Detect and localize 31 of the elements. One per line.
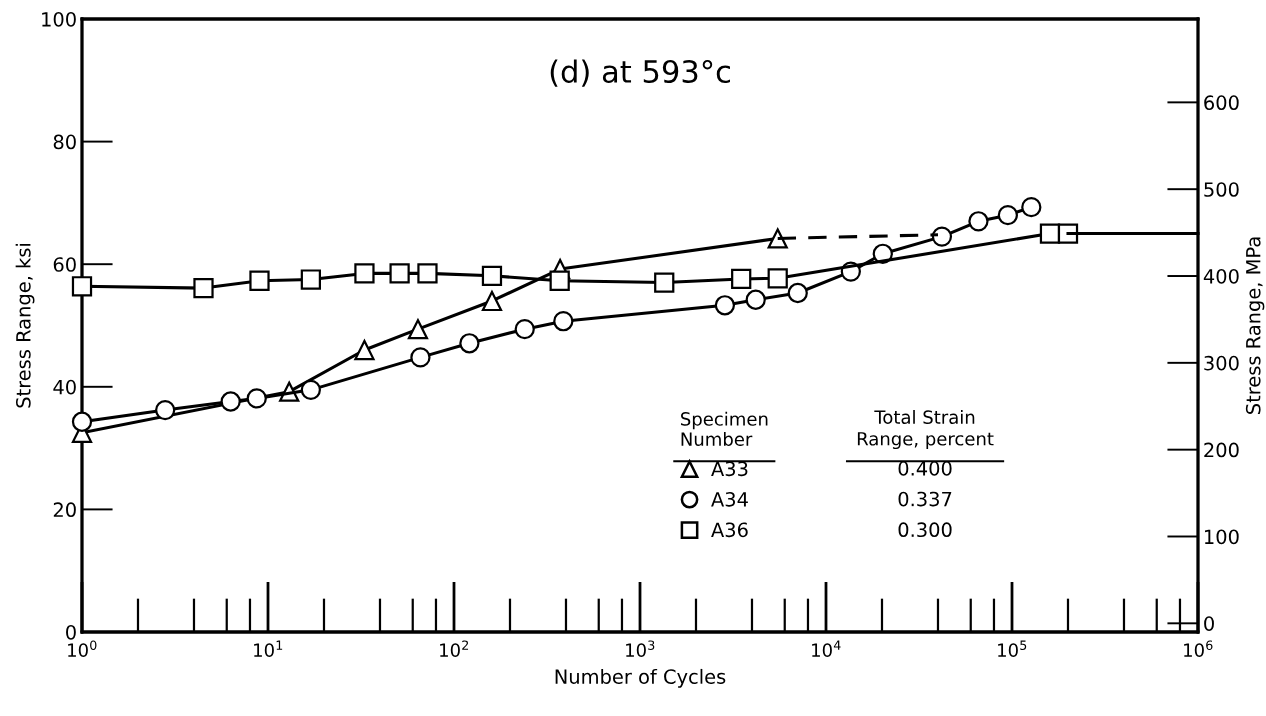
legend-title: Specimen Number — [681, 411, 768, 446]
y-tick-label: 60 — [53, 257, 76, 272]
y-tick-label: 20 — [53, 502, 76, 518]
y2-tick-label: 600 — [1204, 95, 1239, 111]
x-tick-label: 10$^{0}$ — [68, 640, 97, 657]
x-tick-label: 10$^{4}$ — [812, 640, 841, 657]
legend-label: A34 — [711, 491, 748, 507]
y-tick-label: 100 — [42, 11, 76, 27]
annotation: Total Strain Range, percent — [857, 410, 994, 450]
y2-tick-label: 200 — [1204, 442, 1239, 458]
y2-tick-label: 100 — [1205, 529, 1239, 545]
text: (d) at 593°c — [550, 59, 730, 87]
y2-tick-label: 0 — [1204, 616, 1214, 631]
y2-tick-label: 500 — [1204, 182, 1239, 197]
y-axis-title: Stress Range, ksi — [15, 243, 35, 408]
annotation: 0.300 — [898, 522, 952, 538]
x-tick-label: 10$^{2}$ — [440, 640, 469, 657]
y2-tick-label: 400 — [1203, 268, 1239, 284]
legend-label: A36 — [711, 522, 748, 538]
annotation: 0.337 — [898, 491, 952, 507]
x-axis-title: Number of Cycles — [555, 668, 726, 688]
x-tick-label: 10$^{5}$ — [998, 640, 1027, 657]
x-tick-label: 10$^{1}$ — [254, 640, 283, 657]
y-tick-label: 0 — [66, 624, 76, 640]
y-tick-label: 40 — [53, 379, 76, 395]
x-tick-label: 10$^{6}$ — [1184, 640, 1213, 657]
y-tick-label: 80 — [53, 134, 76, 150]
legend-label: A33 — [711, 461, 748, 477]
y2-axis-title: Stress Range, MPa — [1245, 237, 1265, 414]
y2-tick-label: 300 — [1204, 355, 1239, 371]
x-tick-label: 10$^{3}$ — [626, 640, 655, 657]
